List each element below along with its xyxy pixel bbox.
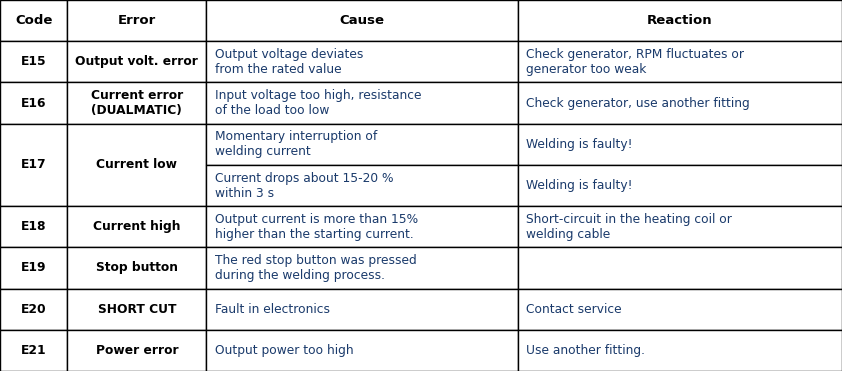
Bar: [0, 247, 67, 289]
Bar: [206, 0, 518, 41]
Bar: [518, 206, 842, 247]
Bar: [67, 0, 206, 41]
Bar: [67, 289, 206, 330]
Bar: [206, 41, 518, 82]
Bar: [518, 41, 842, 82]
Text: SHORT CUT: SHORT CUT: [98, 303, 176, 316]
Bar: [518, 330, 842, 371]
Bar: [0, 41, 67, 82]
Bar: [518, 82, 842, 124]
Bar: [206, 206, 518, 247]
Bar: [67, 82, 206, 124]
Text: Reaction: Reaction: [647, 14, 712, 27]
Text: Check generator, use another fitting: Check generator, use another fitting: [526, 96, 750, 109]
Text: Contact service: Contact service: [526, 303, 622, 316]
Bar: [206, 289, 518, 330]
Text: Current high: Current high: [93, 220, 180, 233]
Text: E19: E19: [21, 262, 46, 275]
Text: Error: Error: [118, 14, 156, 27]
Text: Momentary interruption of
welding current: Momentary interruption of welding curren…: [215, 130, 377, 158]
Bar: [0, 206, 67, 247]
Text: Output current is more than 15%
higher than the starting current.: Output current is more than 15% higher t…: [215, 213, 418, 241]
Text: E17: E17: [21, 158, 46, 171]
Bar: [0, 289, 67, 330]
Text: Welding is faulty!: Welding is faulty!: [526, 179, 632, 192]
Bar: [206, 247, 518, 289]
Text: E15: E15: [21, 55, 46, 68]
Text: Current error
(DUALMATIC): Current error (DUALMATIC): [91, 89, 183, 117]
Bar: [0, 124, 67, 206]
Bar: [67, 330, 206, 371]
Bar: [518, 247, 842, 289]
Text: E18: E18: [21, 220, 46, 233]
Text: E16: E16: [21, 96, 46, 109]
Text: Current drops about 15-20 %
within 3 s: Current drops about 15-20 % within 3 s: [215, 171, 393, 200]
Text: Cause: Cause: [339, 14, 385, 27]
Text: Power error: Power error: [95, 344, 179, 357]
Text: Current low: Current low: [96, 158, 178, 171]
Text: E20: E20: [21, 303, 46, 316]
Text: Output power too high: Output power too high: [215, 344, 354, 357]
Bar: [206, 82, 518, 124]
Text: Fault in electronics: Fault in electronics: [215, 303, 330, 316]
Text: Check generator, RPM fluctuates or
generator too weak: Check generator, RPM fluctuates or gener…: [526, 48, 744, 76]
Bar: [518, 0, 842, 41]
Text: E21: E21: [21, 344, 46, 357]
Text: Short-circuit in the heating coil or
welding cable: Short-circuit in the heating coil or wel…: [526, 213, 733, 241]
Bar: [518, 124, 842, 165]
Bar: [67, 41, 206, 82]
Text: Use another fitting.: Use another fitting.: [526, 344, 645, 357]
Bar: [518, 289, 842, 330]
Bar: [206, 330, 518, 371]
Bar: [206, 124, 518, 165]
Bar: [67, 206, 206, 247]
Bar: [206, 165, 518, 206]
Text: Input voltage too high, resistance
of the load too low: Input voltage too high, resistance of th…: [215, 89, 421, 117]
Bar: [0, 330, 67, 371]
Bar: [67, 247, 206, 289]
Bar: [0, 82, 67, 124]
Text: Welding is faulty!: Welding is faulty!: [526, 138, 632, 151]
Text: Stop button: Stop button: [96, 262, 178, 275]
Bar: [67, 124, 206, 206]
Text: Output voltage deviates
from the rated value: Output voltage deviates from the rated v…: [215, 48, 363, 76]
Text: Output volt. error: Output volt. error: [76, 55, 198, 68]
Text: The red stop button was pressed
during the welding process.: The red stop button was pressed during t…: [215, 254, 417, 282]
Bar: [518, 165, 842, 206]
Bar: [0, 0, 67, 41]
Text: Code: Code: [15, 14, 52, 27]
